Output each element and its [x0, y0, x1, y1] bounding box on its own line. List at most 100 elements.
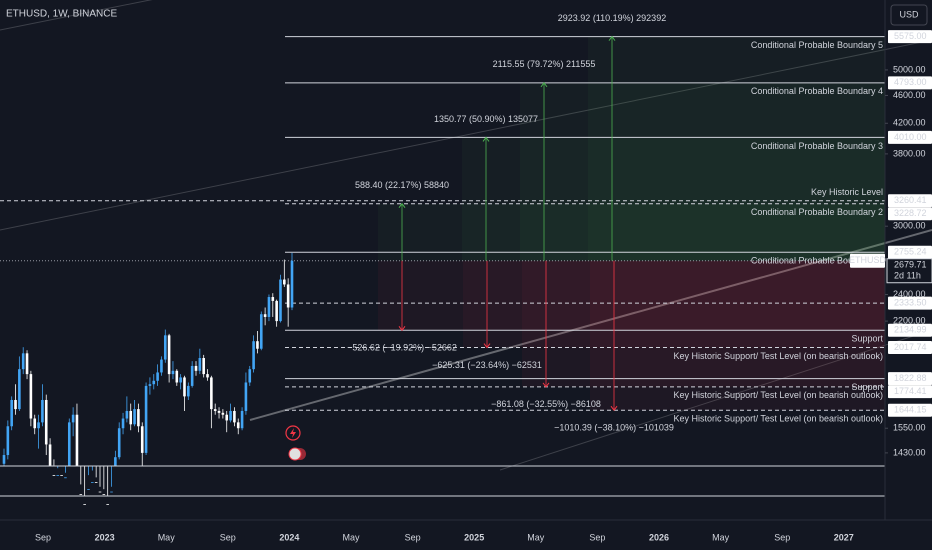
candle-body — [21, 353, 25, 370]
candle-body — [91, 482, 94, 483]
candle-body — [83, 503, 86, 505]
measure-label: −861.08 (−32.55%) −86108 — [491, 399, 601, 409]
price-box — [888, 245, 932, 259]
price-box — [888, 341, 932, 355]
candle-body — [160, 359, 163, 373]
candle-body — [44, 399, 48, 445]
candle-body — [25, 353, 29, 375]
measure-shade — [462, 137, 885, 261]
candle-body — [48, 444, 52, 466]
candle-body — [210, 377, 213, 410]
candle-body — [29, 374, 33, 419]
price-box-label: 4793.00 — [894, 77, 927, 87]
channel-lines — [0, 0, 932, 471]
candle-body — [94, 482, 98, 483]
x-tick-label: May — [342, 532, 360, 542]
y-tick-label: 3800.00 — [893, 148, 926, 158]
x-tick-label: Sep — [589, 532, 605, 542]
candle-body — [144, 385, 148, 453]
candle-body — [37, 422, 40, 429]
candle-body — [183, 377, 186, 397]
candle-body — [137, 409, 140, 427]
candle-body — [167, 335, 171, 375]
level-label: Support — [851, 334, 883, 344]
candle-body — [10, 399, 13, 427]
candle-body — [221, 412, 225, 415]
candle-body — [117, 428, 121, 458]
price-box — [888, 76, 932, 90]
measure-arrowhead — [398, 325, 406, 332]
level-label: Conditional Probable Boundary 1 — [751, 256, 883, 266]
x-tick-label: 2025 — [464, 532, 484, 542]
candle-body — [225, 414, 229, 421]
event-icon — [290, 428, 296, 438]
measure-label: 588.40 (22.17%) 58840 — [355, 180, 449, 190]
channel-line — [499, 329, 932, 471]
candle-body — [56, 475, 60, 476]
candle-layer — [2, 252, 294, 505]
event-icon — [285, 425, 301, 441]
candle-body — [75, 414, 79, 466]
level-label: Key Historic Support/ Test Level (on bea… — [674, 390, 883, 400]
candle-body — [133, 409, 136, 425]
channel-line — [0, 0, 153, 31]
currency-button[interactable] — [890, 4, 928, 26]
level-label: Conditional Probable Boundary 5 — [751, 40, 883, 50]
candle-body — [87, 489, 90, 490]
symbol-tag-label: ETHUSD — [849, 255, 887, 265]
candle-body — [175, 370, 179, 383]
candle-body — [171, 370, 175, 375]
measure-arrowhead — [610, 405, 618, 412]
candle-body — [194, 365, 198, 371]
y-tick-label: 2200.00 — [893, 315, 926, 325]
candle-body — [283, 279, 286, 285]
measure-label: 2923.92 (110.19%) 292392 — [558, 13, 666, 23]
price-box — [888, 207, 932, 221]
candle-body — [33, 418, 37, 429]
x-tick-label: Sep — [405, 532, 421, 542]
candle-body — [271, 297, 275, 301]
candle-body — [152, 380, 156, 385]
candle-body — [98, 491, 102, 493]
measure-shade — [378, 203, 885, 261]
candle-body — [259, 314, 263, 349]
price-box-label: 1774.41 — [894, 386, 927, 396]
candle-body — [114, 457, 117, 466]
candle-body — [233, 410, 236, 423]
candle-body — [286, 284, 290, 308]
candle-body — [67, 422, 71, 466]
measure-shade — [520, 82, 885, 261]
candle-body — [290, 260, 294, 308]
x-tick-label: May — [527, 532, 545, 542]
currency-label[interactable]: USD — [899, 9, 919, 19]
price-box-label: 2017.74 — [894, 342, 927, 352]
channel-line — [249, 229, 932, 421]
candle-body — [190, 365, 194, 386]
price-box-label: 1644.15 — [894, 405, 927, 415]
measure-label: −526.62 (−19.92%) −52662 — [347, 343, 457, 353]
y-tick-label: 3000.00 — [893, 221, 926, 231]
candle-body — [121, 418, 125, 429]
candle-body — [156, 372, 159, 381]
candle-body — [52, 475, 56, 476]
x-tick-label: 2023 — [95, 532, 115, 542]
measure-shade — [590, 260, 885, 411]
measure-arrowhead — [542, 382, 550, 388]
price-box-label: 3260.41 — [894, 195, 927, 205]
measure-arrowhead — [540, 82, 548, 88]
price-box — [888, 372, 932, 386]
candle-body — [229, 410, 232, 421]
measure-arrowhead — [398, 202, 406, 209]
candle-body — [244, 382, 248, 411]
current-price-label: 2679.71 — [894, 260, 927, 270]
candle-body — [110, 491, 113, 493]
candle-body — [14, 399, 17, 410]
candle-body — [64, 477, 67, 479]
candle-body — [179, 377, 182, 383]
price-box — [888, 296, 932, 310]
x-tick-label: Sep — [220, 532, 236, 542]
candle-body — [256, 341, 259, 349]
measure-arrowhead — [482, 136, 490, 142]
candle-body — [279, 279, 282, 322]
candle-body — [60, 475, 63, 476]
